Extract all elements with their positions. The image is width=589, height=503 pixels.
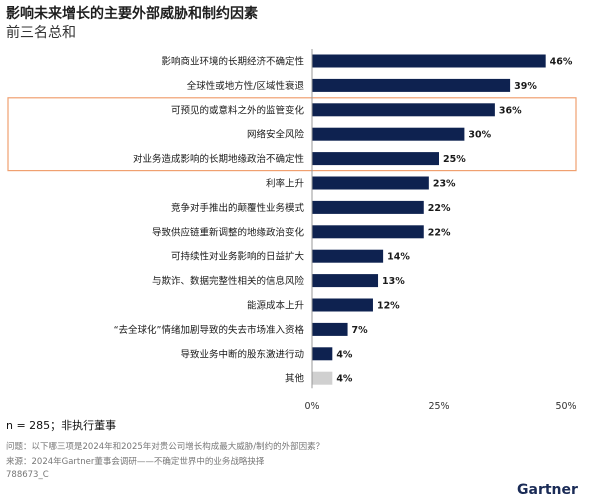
category-label: 利率上升 (266, 178, 305, 190)
data-label: 36% (499, 105, 522, 116)
sample-size-note: n = 285；非执行董事 (6, 419, 117, 432)
highlight-box (7, 97, 577, 172)
data-label: 30% (468, 130, 491, 141)
category-label: 全球性或地方性/区域性衰退 (187, 80, 305, 92)
category-label: 网络安全风险 (247, 129, 305, 141)
category-label: 竞争对手推出的颠覆性业务模式 (171, 202, 305, 214)
bar (312, 249, 384, 263)
data-label: 22% (428, 227, 451, 238)
bar (312, 347, 333, 361)
data-label: 12% (377, 301, 400, 312)
category-label: 可持续性对业务影响的日益扩大 (171, 251, 305, 263)
bar (312, 176, 429, 190)
data-label: 13% (382, 276, 405, 287)
data-label: 14% (387, 252, 410, 263)
x-tick-label: 25% (428, 401, 449, 412)
category-label: 与欺诈、数据完整性相关的信息风险 (152, 275, 305, 287)
chart-subtitle: 前三名总和 (6, 25, 76, 41)
source-note: 来源：2024年Gartner董事会调研——不确定世界中的业务战略抉择 (6, 457, 265, 467)
data-label: 4% (336, 349, 353, 360)
bar (312, 200, 424, 214)
bar (312, 371, 333, 385)
data-label: 25% (443, 154, 466, 165)
data-label: 23% (433, 179, 456, 190)
category-label: 可预见的或意料之外的监管变化 (171, 104, 305, 116)
category-label: 其他 (285, 373, 305, 385)
category-label: 对业务造成影响的长期地缘政治不确定性 (133, 153, 305, 165)
category-label: 导致业务中断的股东激进行动 (180, 348, 304, 360)
category-label: “去全球化”情绪加剧导致的失去市场准入资格 (114, 324, 305, 336)
category-label: 影响商业环境的长期经济不确定性 (161, 56, 304, 68)
category-label: 导致供应链重新调整的地缘政治变化 (152, 226, 305, 238)
category-label: 能源成本上升 (247, 300, 305, 312)
report-id: 788673_C (6, 470, 49, 480)
bar (312, 298, 373, 312)
bar (312, 78, 511, 92)
x-tick-label: 0% (304, 401, 319, 412)
bar (312, 103, 495, 117)
gartner-logo: Gartner (517, 482, 578, 498)
bar (312, 152, 439, 166)
data-label: 39% (514, 81, 537, 92)
bar (312, 127, 465, 141)
data-label: 7% (352, 325, 369, 336)
bar (312, 274, 379, 288)
x-tick-label: 50% (555, 401, 576, 412)
data-label: 4% (336, 374, 353, 385)
bar (312, 225, 424, 239)
data-label: 46% (550, 57, 573, 68)
bar-chart: 影响商业环境的长期经济不确定性 46% 全球性或地方性/区域性衰退 39% 可预见的或意… (7, 49, 577, 412)
question-note: 问题：以下哪三项是2024年和2025年对贵公司增长构成最大威胁/制约的外部因素… (6, 442, 325, 452)
data-label: 22% (428, 203, 451, 214)
bar (312, 54, 546, 68)
chart-title: 影响未来增长的主要外部威胁和制约因素 (6, 6, 258, 22)
bar (312, 322, 348, 336)
